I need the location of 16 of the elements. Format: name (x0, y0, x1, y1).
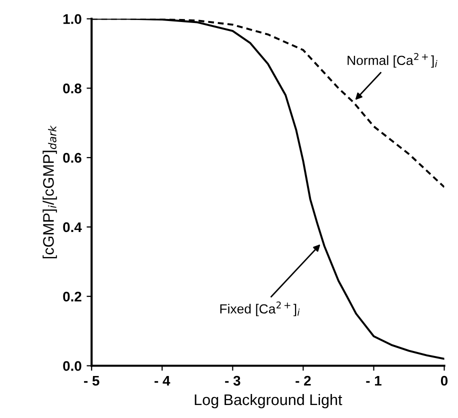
x-tick-label: - 2 (296, 376, 311, 386)
x-tick-label: - 3 (225, 376, 240, 386)
annotation: Fixed [Ca$^{2+}$]$_{i}$ (220, 302, 300, 316)
y-tick-label: 0.6 (63, 152, 82, 163)
annotation: Normal [Ca$^{2+}$]$_{i}$ (348, 53, 438, 68)
x-tick-label: - 4 (154, 376, 170, 386)
x-tick-label: 0 (440, 376, 448, 386)
x-axis-title: Log Background Light (194, 394, 342, 408)
y-tick-label: 0.8 (63, 84, 82, 94)
y-tick-label: 1.0 (63, 14, 82, 24)
y-axis-title: [cGMP]$_{i}$/[cGMP]$_{dark}$ (42, 125, 57, 258)
y-tick-label: 0.4 (63, 222, 82, 232)
x-tick-label: - 5 (84, 376, 100, 386)
x-tick-label: - 1 (366, 376, 382, 386)
y-tick-label: 0.2 (63, 292, 82, 302)
y-tick-label: 0.0 (63, 361, 82, 371)
